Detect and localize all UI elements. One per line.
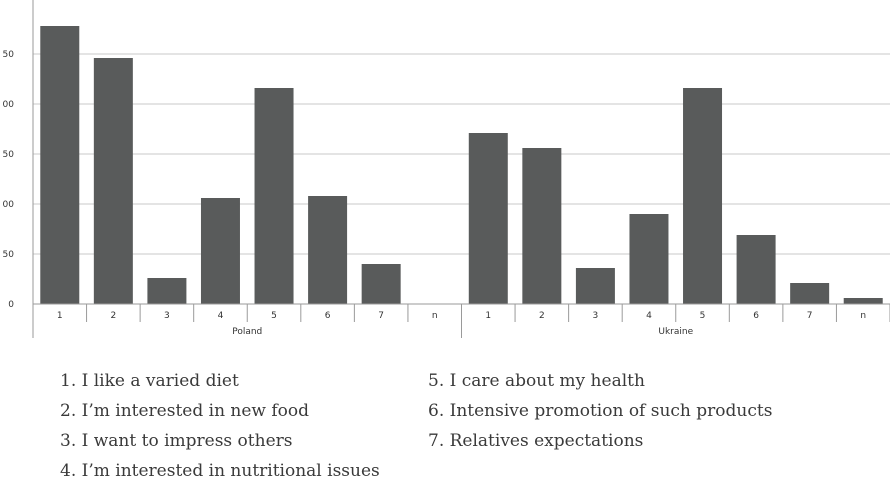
x-tick-label: 1 (485, 311, 491, 321)
legend-item: 3. I want to impress others (60, 431, 293, 451)
x-axis: 1 2 3 4 5 6 7 n Poland 1 2 3 4 5 6 7 n Ukraine (32, 0, 890, 338)
bar (522, 148, 562, 304)
x-tick-label: 4 (218, 311, 224, 321)
bar (629, 214, 669, 304)
x-tick-label: 2 (539, 311, 545, 321)
y-tick-label: 0 (8, 300, 14, 310)
legend: 1. I like a varied diet 2. I’m intereste… (0, 366, 890, 486)
y-tick-label: 00 (3, 100, 15, 110)
x-tick-label: 3 (164, 311, 170, 321)
x-tick-label: n (432, 311, 438, 321)
bar (254, 88, 294, 304)
bar (200, 198, 240, 304)
x-tick-label: 5 (700, 311, 706, 321)
bar (683, 88, 723, 304)
y-tick-label: 00 (3, 200, 15, 210)
y-tick-labels: 0 50 00 50 00 50 (3, 50, 15, 310)
bar (308, 196, 348, 304)
bar (468, 133, 508, 304)
bar-chart: 0 50 00 50 00 50 1 2 3 4 5 6 7 n Poland 1 2 3 4 5 6 7 n Ukrain… (3, 0, 890, 338)
legend-item: 5. I care about my health (428, 371, 645, 391)
x-tick-label: 7 (807, 311, 813, 321)
legend-item: 2. I’m interested in new food (60, 401, 310, 421)
y-tick-label: 50 (3, 250, 15, 260)
bar (147, 278, 187, 304)
y-tick-label: 50 (3, 50, 15, 60)
group-label: Ukraine (658, 327, 693, 337)
bar (40, 26, 80, 304)
x-tick-label: 6 (753, 311, 759, 321)
bar (843, 298, 883, 304)
legend-item: 6. Intensive promotion of such products (428, 401, 773, 421)
x-tick-label: 3 (593, 311, 599, 321)
x-tick-label: n (860, 311, 866, 321)
x-tick-label: 2 (110, 311, 116, 321)
x-tick-label: 6 (325, 311, 331, 321)
grid-lines (33, 53, 890, 255)
x-tick-label: 4 (646, 311, 652, 321)
bars (40, 26, 883, 304)
bar (93, 58, 133, 304)
y-tick-label: 50 (3, 150, 15, 160)
bar (361, 264, 401, 304)
bar (575, 268, 615, 304)
legend-column-right: 5. I care about my health 6. Intensive p… (428, 366, 772, 456)
x-tick-label: 5 (271, 311, 277, 321)
bar (736, 235, 776, 304)
x-tick-label: 1 (57, 311, 63, 321)
x-tick-label: 7 (378, 311, 384, 321)
bar (790, 283, 830, 304)
legend-item: 7. Relatives expectations (428, 431, 644, 451)
legend-column-left: 1. I like a varied diet 2. I’m intereste… (60, 366, 380, 486)
group-label: Poland (232, 327, 262, 337)
legend-item: 4. I’m interested in nutritional issues (60, 461, 380, 481)
legend-item: 1. I like a varied diet (60, 371, 239, 391)
